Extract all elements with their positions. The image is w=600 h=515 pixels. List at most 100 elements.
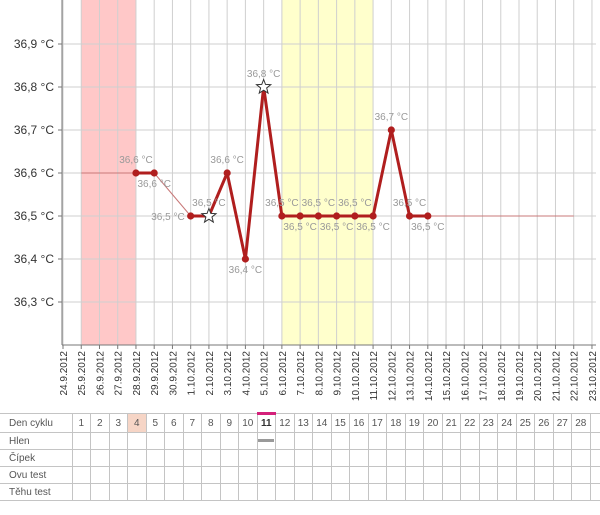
- day-cell-empty: [534, 449, 554, 467]
- table-row: Čípek: [0, 449, 600, 467]
- x-tick-label: 30.9.2012: [168, 351, 179, 396]
- data-point: [187, 212, 195, 220]
- day-cell-empty: [312, 432, 332, 450]
- temperature-chart: 36,6 °C36,6 °C36,5 °C36,5 °C36,6 °C36,4 …: [14, 0, 599, 401]
- day-cell-empty: [90, 466, 110, 484]
- day-cell-empty: [515, 483, 535, 501]
- day-cell-empty: [423, 449, 443, 467]
- x-tick-label: 2.10.2012: [205, 351, 216, 396]
- data-point: [387, 126, 395, 134]
- day-cell: 18: [386, 413, 406, 433]
- mucus-marker: [258, 439, 275, 443]
- day-cell-empty: [460, 483, 480, 501]
- day-cell-empty: [423, 466, 443, 484]
- data-point: [351, 212, 359, 220]
- day-cell: 6: [164, 413, 184, 433]
- data-label: 36,5 °C: [151, 212, 184, 223]
- data-label: 36,7 °C: [375, 112, 408, 123]
- day-cell: 8: [201, 413, 221, 433]
- day-cell-empty: [219, 483, 239, 501]
- day-cell-empty: [219, 449, 239, 467]
- data-point: [150, 169, 158, 177]
- day-cell-empty: [108, 466, 128, 484]
- day-cell-empty: [256, 432, 276, 450]
- x-tick-label: 12.10.2012: [387, 351, 398, 401]
- day-cell: 26: [534, 413, 554, 433]
- day-cell-empty: [219, 466, 239, 484]
- x-tick-label: 6.10.2012: [278, 351, 289, 396]
- data-point: [132, 169, 140, 177]
- day-cell-empty: [164, 432, 184, 450]
- day-cell: 10: [238, 413, 258, 433]
- day-cell-empty: [349, 483, 369, 501]
- day-cell-empty: [275, 483, 295, 501]
- series-segment: [225, 171, 247, 261]
- day-cell: 3: [108, 413, 128, 433]
- series-segment: [262, 85, 284, 218]
- day-cell-empty: [386, 483, 406, 501]
- day-cell-empty: [145, 432, 165, 450]
- x-tick-label: 16.10.2012: [460, 351, 471, 401]
- table-row: Ovu test: [0, 466, 600, 484]
- x-tick-label: 17.10.2012: [479, 351, 490, 401]
- day-cell-empty: [71, 432, 91, 450]
- day-cell-empty: [497, 432, 517, 450]
- day-cell-empty: [571, 483, 591, 501]
- day-cell-empty: [330, 432, 350, 450]
- x-tick-label: 26.9.2012: [95, 351, 106, 396]
- table-row: Den cyklu 1 2 3 4 5 6 7 8 9 10 11 12 13 14 15 16 17 18 19 20…: [0, 412, 600, 433]
- day-cell: 28: [571, 413, 591, 433]
- day-cell-empty: [330, 483, 350, 501]
- x-tick-label: 5.10.2012: [260, 351, 271, 396]
- day-cell-empty: [552, 483, 572, 501]
- day-cell-empty: [386, 449, 406, 467]
- day-cell-empty: [275, 466, 295, 484]
- x-tick-label: 8.10.2012: [314, 351, 325, 396]
- day-cell-empty: [145, 449, 165, 467]
- table-row: Těhu test: [0, 483, 600, 501]
- day-cell: 20: [423, 413, 443, 433]
- data-label: 36,5 °C: [356, 222, 389, 233]
- data-label: 36,5 °C: [265, 198, 298, 209]
- series-line: [134, 85, 430, 261]
- day-cell-empty: [182, 449, 202, 467]
- day-cell-empty: [164, 483, 184, 501]
- day-cell-empty: [108, 449, 128, 467]
- day-cell-empty: [367, 449, 387, 467]
- table-row: Hlen: [0, 432, 600, 450]
- day-cell-empty: [312, 466, 332, 484]
- x-tick-label: 21.10.2012: [551, 351, 562, 401]
- day-cell-empty: [552, 432, 572, 450]
- day-cell-empty: [367, 483, 387, 501]
- day-cell-empty: [127, 432, 147, 450]
- day-cell-empty: [127, 466, 147, 484]
- day-cell: 14: [312, 413, 332, 433]
- day-cell: 23: [478, 413, 498, 433]
- day-cell-empty: [497, 466, 517, 484]
- day-cell: 27: [552, 413, 572, 433]
- day-cell-empty: [515, 449, 535, 467]
- day-cell-empty: [497, 483, 517, 501]
- day-cell-empty: [515, 466, 535, 484]
- day-cell-empty: [182, 432, 202, 450]
- series-segment: [207, 171, 229, 218]
- day-cell-empty: [201, 483, 221, 501]
- data-point: [241, 255, 249, 263]
- data-label: 36,5 °C: [283, 222, 316, 233]
- day-cell: 22: [460, 413, 480, 433]
- day-cell-empty: [330, 466, 350, 484]
- baseline-line: [81, 172, 574, 217]
- day-cell-empty: [71, 449, 91, 467]
- day-cell-empty: [90, 449, 110, 467]
- x-tick-label: 15.10.2012: [442, 351, 453, 401]
- x-tick-label: 1.10.2012: [187, 351, 198, 396]
- day-cell-empty: [71, 466, 91, 484]
- data-label: 36,5 °C: [411, 222, 444, 233]
- series-segment: [389, 128, 412, 218]
- day-cell-empty: [552, 449, 572, 467]
- data-label: 36,5 °C: [393, 198, 426, 209]
- row-tail: [589, 466, 600, 484]
- day-cell-empty: [293, 466, 313, 484]
- series-segment: [371, 128, 393, 218]
- x-axis-ticks: 24.9.2012 25.9.2012 26.9.2012 27.9.2012 28.9…: [59, 345, 599, 401]
